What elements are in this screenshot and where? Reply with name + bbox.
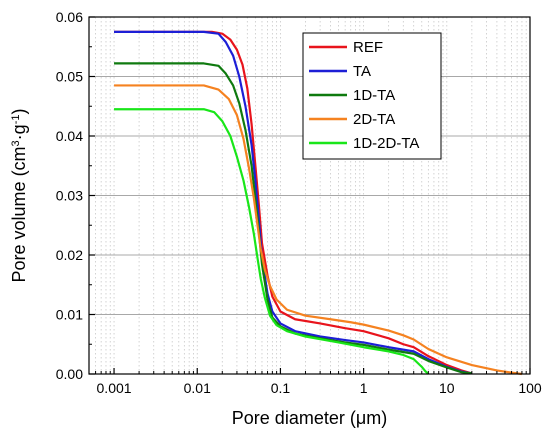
y-axis-title-sup1: 3 — [10, 140, 22, 146]
series-line-1d-2d-ta — [114, 108, 430, 375]
y-axis-title-middle: ·g — [9, 124, 29, 140]
x-tick-label: 100 — [518, 380, 542, 396]
series-line-ta — [114, 30, 473, 375]
series-line-ref — [114, 30, 473, 375]
y-tick-labels: 0.00 0.01 0.02 0.03 0.04 0.05 0.06 — [56, 9, 83, 382]
y-axis-title-sup2: -1 — [10, 115, 22, 125]
x-tick-label: 0.01 — [184, 380, 211, 396]
series-line-1d-ta — [114, 62, 472, 375]
y-tick-label: 0.00 — [56, 366, 83, 382]
series-line-2d-ta — [114, 84, 523, 376]
series-lines — [114, 30, 523, 376]
legend-label-ref: REF — [353, 39, 383, 56]
y-tick-label: 0.05 — [56, 69, 83, 85]
x-tick-label: 10 — [439, 380, 455, 396]
x-tick-label: 0.001 — [97, 380, 132, 396]
y-tick-label: 0.03 — [56, 188, 83, 204]
y-tick-label: 0.01 — [56, 307, 83, 323]
y-tick-label: 0.04 — [56, 128, 83, 144]
y-axis-title-suffix: ) — [9, 109, 29, 115]
x-tick-label: 0.1 — [271, 380, 291, 396]
legend-label-ta: TA — [353, 63, 371, 80]
y-axis-title-prefix: Pore volume (cm — [9, 146, 29, 282]
legend-label-1d-2d-ta: 1D-2D-TA — [353, 135, 419, 152]
y-axis-title: Pore volume (cm3·g-1) — [9, 109, 29, 283]
y-tick-label: 0.02 — [56, 247, 83, 263]
legend: REF TA 1D-TA 2D-TA 1D-2D-TA — [302, 32, 442, 160]
x-tick-label: 1 — [360, 380, 368, 396]
x-axis-title: Pore diameter (μm) — [232, 408, 387, 428]
x-tick-labels: 0.001 0.01 0.1 1 10 100 — [97, 380, 542, 396]
axis-ticks — [89, 16, 531, 375]
y-tick-label: 0.06 — [56, 9, 83, 25]
grid — [89, 17, 530, 374]
legend-label-2d-ta: 2D-TA — [353, 111, 395, 128]
legend-label-1d-ta: 1D-TA — [353, 87, 395, 104]
